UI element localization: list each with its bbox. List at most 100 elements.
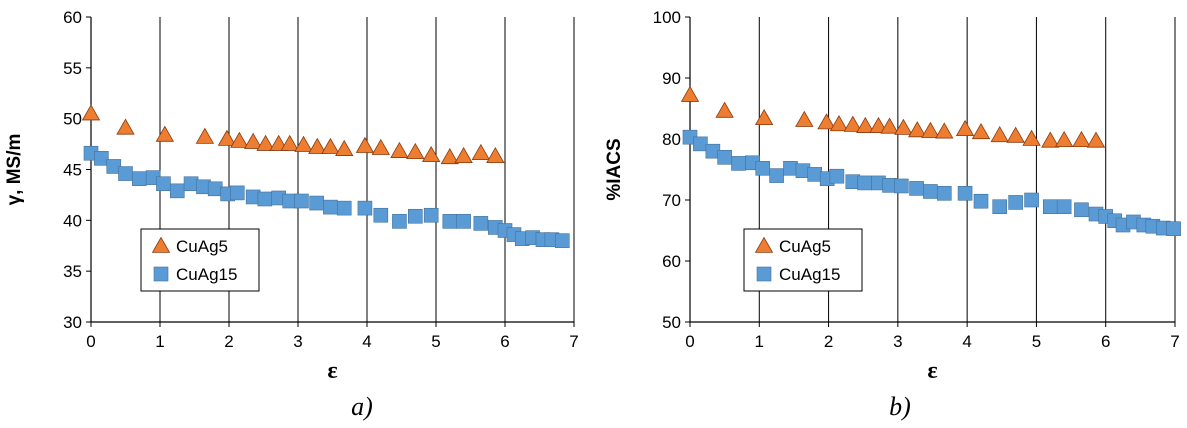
triangle-point-cuag5 (715, 101, 734, 118)
square-point-cuag15 (973, 193, 989, 209)
x-tick-label: 6 (500, 332, 509, 351)
legend-cuag5-swatch (754, 236, 774, 253)
triangle-point-cuag5 (921, 121, 940, 138)
y-tick-label: 80 (662, 130, 681, 149)
x-tick-label: 7 (1170, 332, 1179, 351)
y-tick-label: 55 (63, 59, 82, 78)
series-cuag15 (83, 145, 570, 248)
square-point-cuag15 (829, 168, 845, 184)
triangle-point-cuag5 (1022, 129, 1041, 146)
square-point-cuag15 (1008, 195, 1023, 210)
y-tick-label: 60 (63, 8, 82, 27)
triangle-point-cuag5 (256, 134, 275, 151)
square-point-cuag15 (857, 175, 872, 191)
panel-caption: b) (889, 392, 911, 421)
y-tick-label: 100 (653, 8, 681, 27)
triangle-point-cuag5 (935, 122, 954, 139)
series-cuag5 (680, 85, 1106, 148)
square-point-cuag15 (769, 168, 784, 183)
triangle-point-cuag5 (817, 113, 836, 130)
square-point-cuag15 (183, 176, 199, 192)
legend-cuag5-swatch (151, 236, 171, 253)
triangle-point-cuag5 (454, 146, 473, 164)
triangle-point-cuag5 (1006, 126, 1025, 143)
square-point-cuag15 (294, 193, 309, 209)
triangle-point-cuag5 (856, 116, 875, 133)
series-cuag15 (682, 129, 1181, 236)
legend: CuAg5 CuAg15 (743, 228, 863, 292)
square-point-cuag15 (407, 208, 423, 224)
y-tick-label: 35 (63, 262, 82, 281)
square-point-cuag15 (336, 200, 352, 216)
triangle-point-cuag5 (308, 137, 327, 154)
square-point-cuag15 (554, 233, 570, 248)
y-tick-label: 60 (662, 252, 681, 271)
triangle-point-cuag5 (421, 145, 441, 163)
x-tick-label: 2 (824, 332, 833, 351)
triangle-point-cuag5 (355, 136, 375, 153)
triangle-point-cuag5 (195, 127, 215, 144)
triangle-point-cuag5 (880, 117, 899, 134)
triangle-point-cuag5 (795, 110, 814, 127)
y-tick-label: 45 (63, 161, 82, 180)
square-point-cuag15 (169, 183, 185, 199)
legend-cuag5-label: CuAg5 (779, 237, 831, 256)
square-point-cuag15 (755, 160, 771, 176)
legend-cuag15-swatch (153, 266, 169, 282)
triangle-point-cuag5 (335, 139, 354, 156)
x-tick-label: 1 (155, 332, 164, 351)
square-point-cuag15 (423, 207, 439, 223)
square-point-cuag15 (392, 214, 407, 229)
triangle-point-cuag5 (971, 122, 991, 140)
x-axis-label: ε (327, 358, 337, 384)
square-point-cuag15 (118, 166, 133, 181)
triangle-point-cuag5 (371, 138, 390, 155)
square-point-cuag15 (442, 214, 458, 229)
triangle-point-cuag5 (155, 125, 175, 142)
square-point-cuag15 (156, 176, 171, 192)
triangle-point-cuag5 (406, 142, 425, 159)
series-cuag5 (81, 104, 505, 165)
square-point-cuag15 (229, 185, 245, 201)
x-axis-label: ε (927, 358, 937, 384)
square-point-cuag15 (992, 199, 1008, 215)
square-point-cuag15 (1042, 199, 1058, 215)
y-tick-label: 50 (662, 313, 681, 332)
triangle-point-cuag5 (680, 85, 700, 102)
triangle-point-cuag5 (908, 121, 927, 138)
triangle-point-cuag5 (217, 129, 237, 146)
x-tick-label: 0 (685, 332, 694, 351)
square-point-cuag15 (717, 150, 732, 165)
legend: CuAg5 CuAg15 (140, 228, 260, 292)
square-point-cuag15 (957, 185, 973, 201)
triangle-point-cuag5 (440, 147, 459, 165)
square-point-cuag15 (456, 214, 471, 229)
triangle-point-cuag5 (390, 141, 409, 158)
square-point-cuag15 (373, 207, 389, 223)
triangle-point-cuag5 (116, 118, 135, 135)
triangle-point-cuag5 (486, 146, 505, 164)
triangle-point-cuag5 (1041, 131, 1060, 148)
x-tick-label: 5 (1032, 332, 1041, 351)
square-point-cuag15 (1166, 221, 1181, 236)
square-point-cuag15 (783, 160, 798, 176)
y-tick-label: 30 (63, 313, 82, 332)
triangle-point-cuag5 (955, 119, 975, 137)
square-point-cuag15 (731, 156, 746, 171)
x-tick-label: 0 (86, 332, 95, 351)
square-point-cuag15 (807, 167, 823, 182)
triangle-point-cuag5 (230, 131, 249, 148)
square-point-cuag15 (309, 195, 324, 211)
triangle-point-cuag5 (990, 126, 1009, 143)
y-tick-label: 40 (63, 211, 82, 230)
square-point-cuag15 (473, 216, 489, 231)
triangle-point-cuag5 (754, 108, 774, 126)
triangle-point-cuag5 (280, 134, 299, 151)
x-tick-label: 7 (569, 332, 578, 351)
triangle-point-cuag5 (829, 115, 849, 132)
x-tick-label: 5 (431, 332, 440, 351)
triangle-point-cuag5 (1072, 130, 1091, 147)
square-point-cuag15 (909, 181, 924, 196)
